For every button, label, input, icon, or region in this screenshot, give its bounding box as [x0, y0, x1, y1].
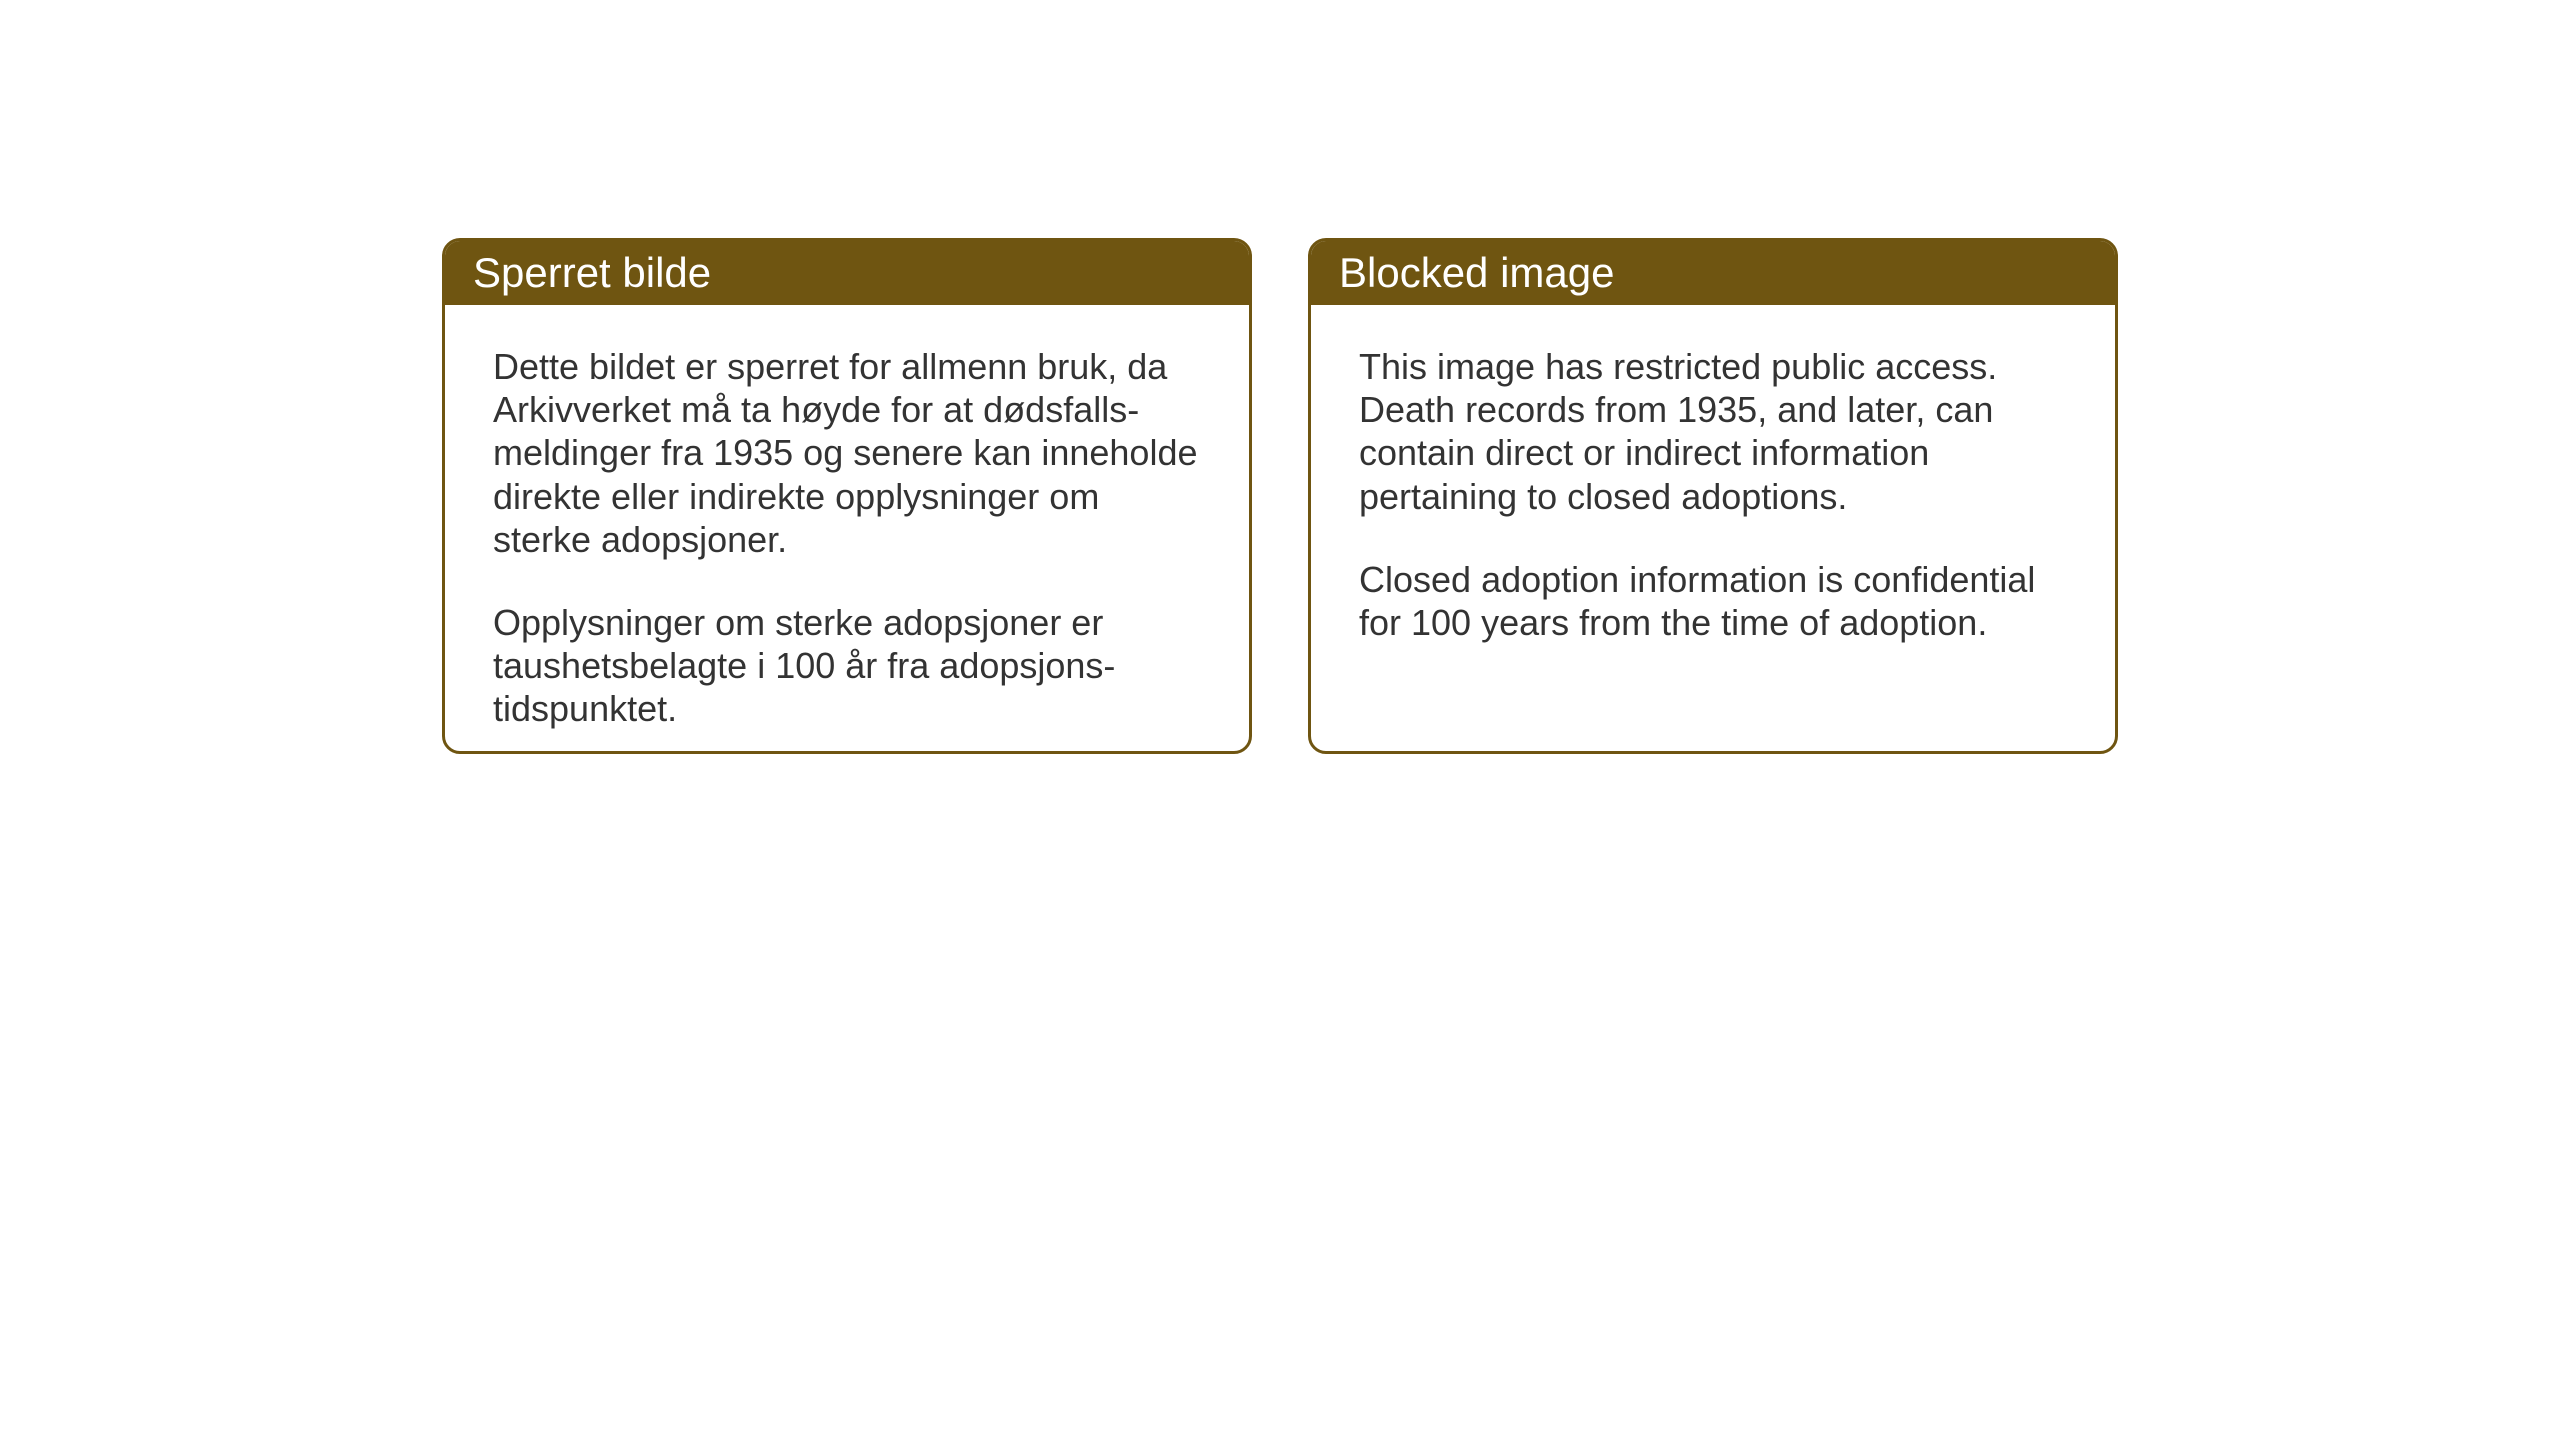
card-paragraph: Dette bildet er sperret for allmenn bruk… [493, 345, 1201, 561]
card-body: This image has restricted public access.… [1311, 305, 2115, 751]
notice-card-english: Blocked image This image has restricted … [1308, 238, 2118, 754]
notice-card-norwegian: Sperret bilde Dette bildet er sperret fo… [442, 238, 1252, 754]
card-paragraph: This image has restricted public access.… [1359, 345, 2067, 518]
notice-container: Sperret bilde Dette bildet er sperret fo… [442, 238, 2118, 754]
card-header: Sperret bilde [445, 241, 1249, 305]
card-paragraph: Opplysninger om sterke adopsjoner er tau… [493, 601, 1201, 731]
card-paragraph: Closed adoption information is confident… [1359, 558, 2067, 644]
card-title: Sperret bilde [473, 249, 711, 297]
card-header: Blocked image [1311, 241, 2115, 305]
card-body: Dette bildet er sperret for allmenn bruk… [445, 305, 1249, 754]
card-title: Blocked image [1339, 249, 1614, 297]
